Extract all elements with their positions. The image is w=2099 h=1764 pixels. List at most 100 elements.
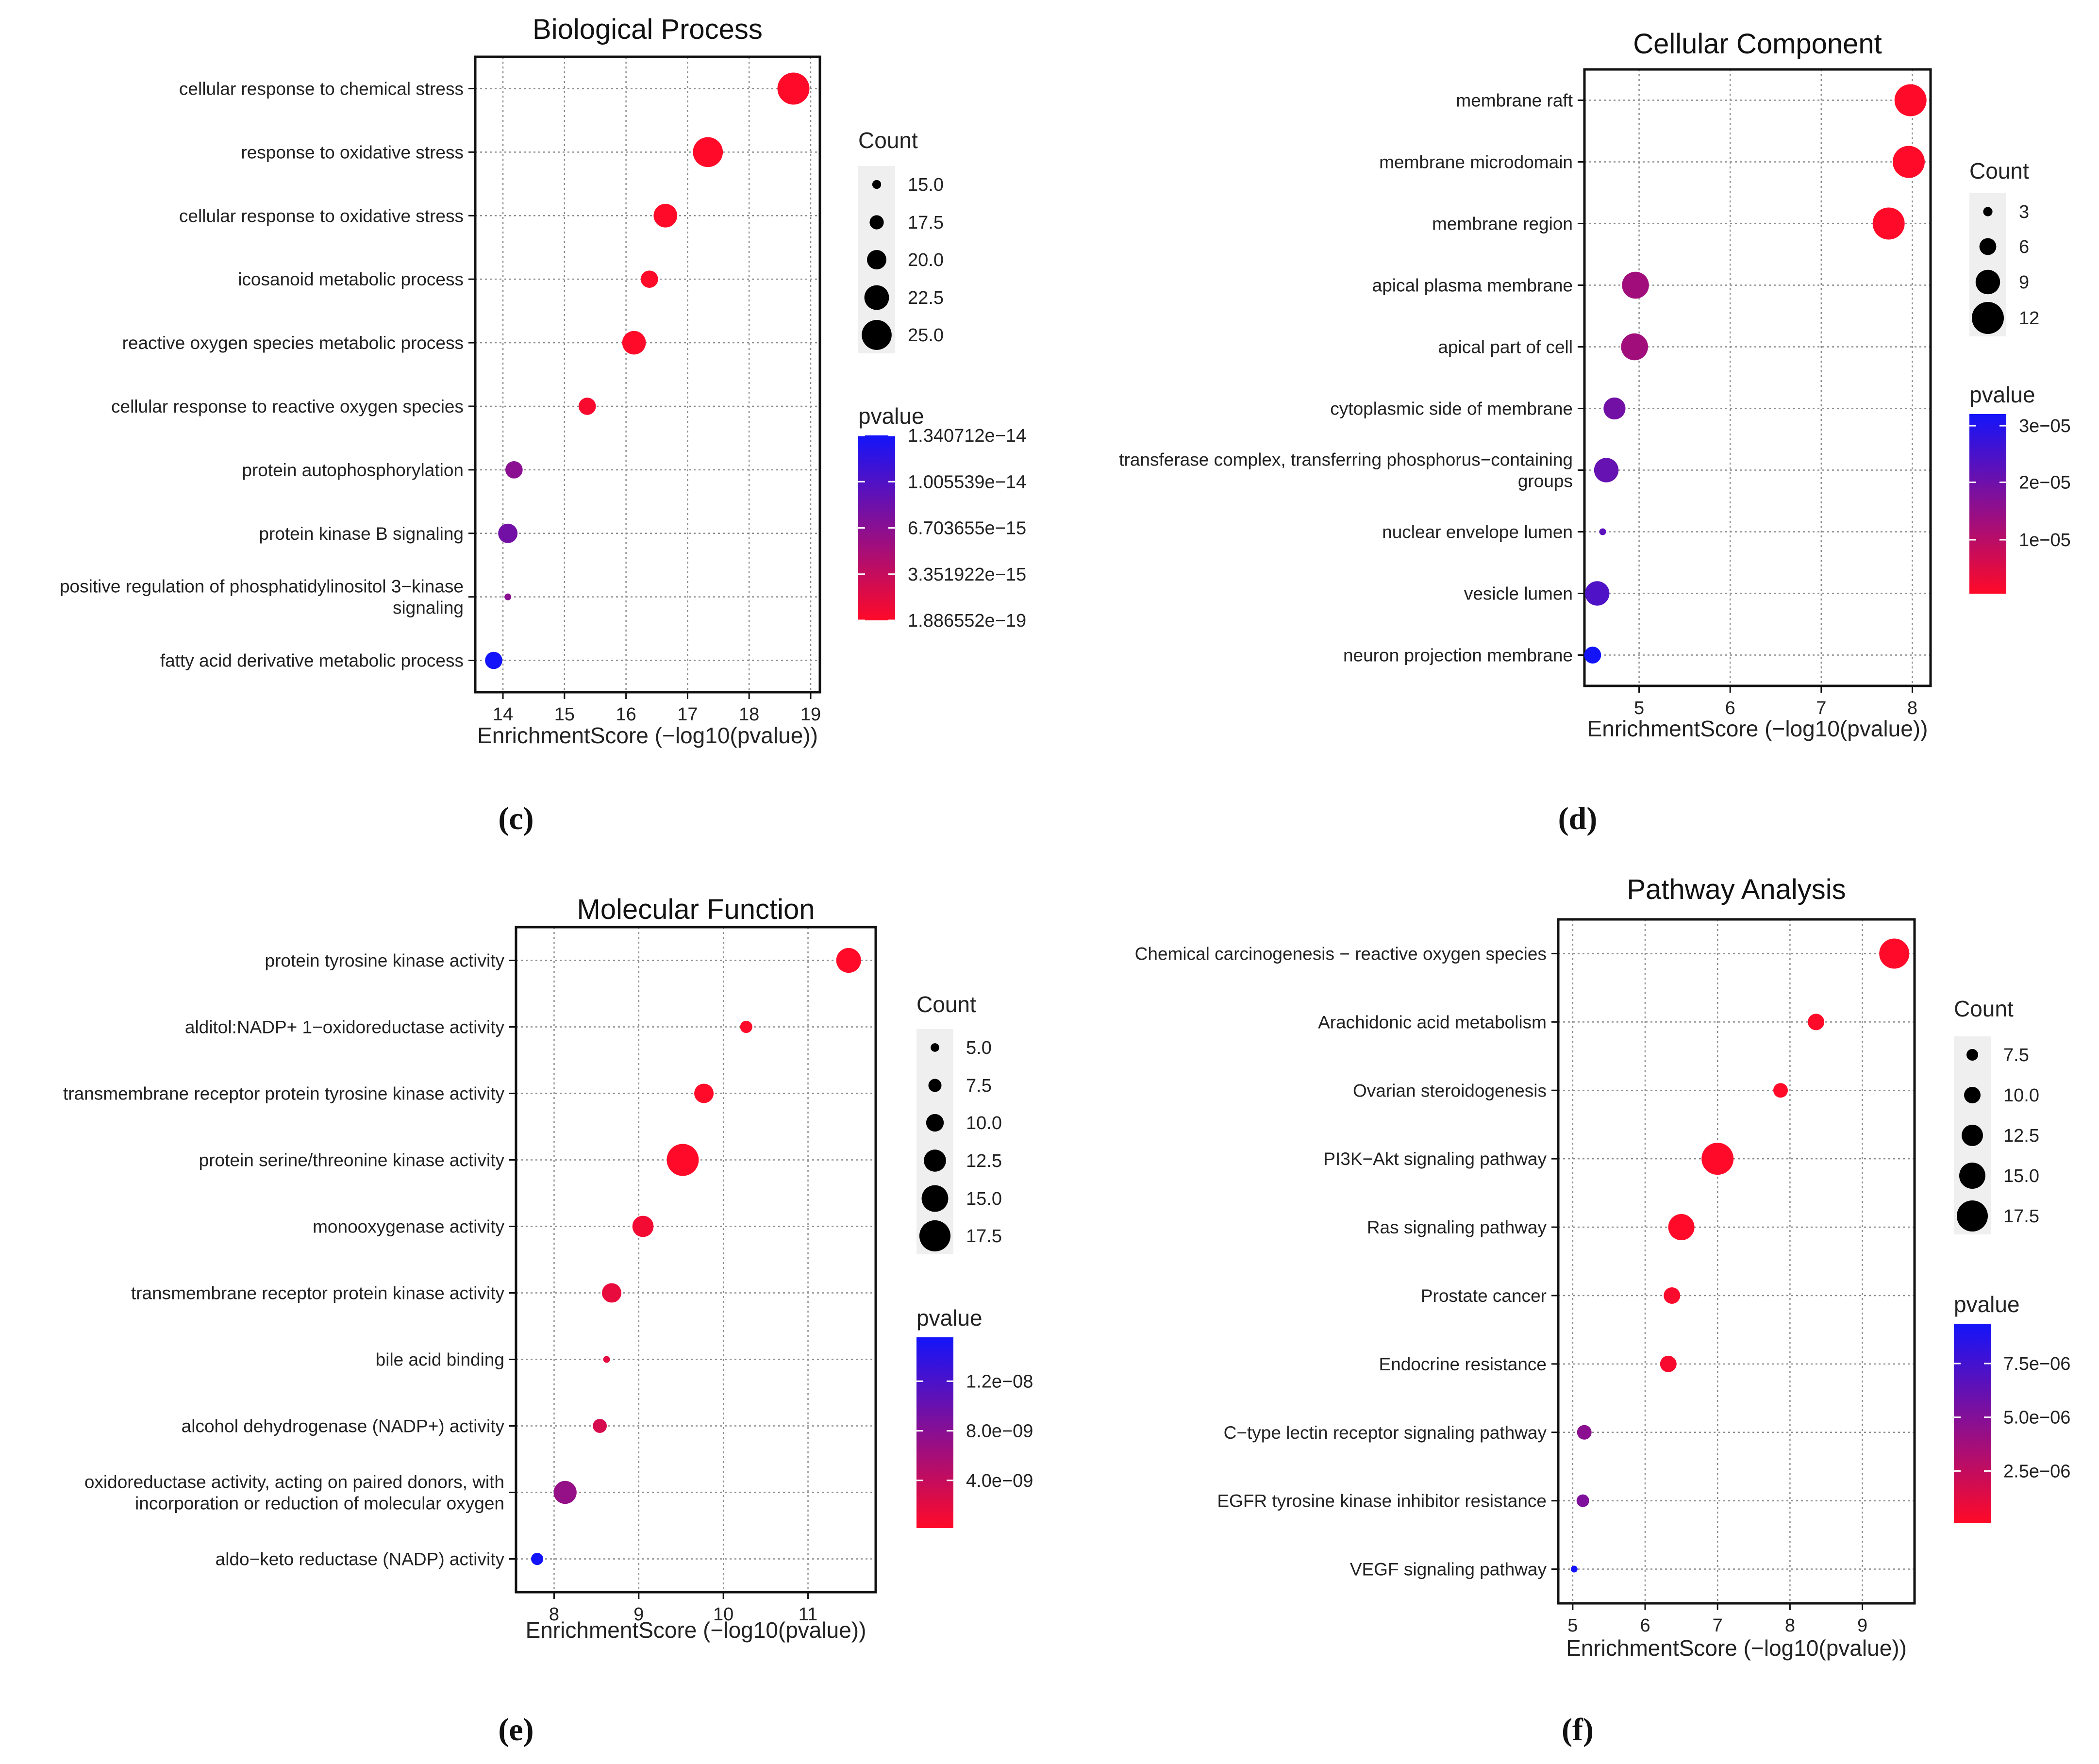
data-point xyxy=(1701,1143,1734,1175)
data-point xyxy=(640,270,658,288)
panel-4: Pathway Analysis Chemical carcinogenesis … xyxy=(1135,874,2071,1747)
data-point xyxy=(1621,333,1648,361)
x-tick-label: 8 xyxy=(1907,698,1917,718)
panel-label: (d) xyxy=(1558,801,1598,836)
count-legend-dot xyxy=(867,250,886,269)
panel-3: Molecular Function protein tyrosine kinas… xyxy=(63,894,1033,1747)
x-tick-label: 19 xyxy=(800,704,821,725)
x-tick-label: 10 xyxy=(713,1604,733,1625)
y-tick-label: alditol:NADP+ 1−oxidoreductase activity xyxy=(185,1017,505,1037)
data-point xyxy=(505,461,523,479)
data-point xyxy=(578,398,596,415)
count-legend-dot xyxy=(864,285,889,310)
count-legend-dot xyxy=(921,1185,949,1212)
y-tick-label: C−type lectin receptor signaling pathway xyxy=(1224,1423,1547,1443)
y-tick-label: aldo−keto reductase (NADP) activity xyxy=(216,1549,505,1569)
pvalue-legend-label: 3e−05 xyxy=(2019,416,2071,436)
y-tick-label: Prostate cancer xyxy=(1421,1286,1547,1306)
count-legend-title: Count xyxy=(1969,158,2029,183)
count-legend-title: Count xyxy=(858,128,918,153)
count-legend-label: 9 xyxy=(2019,272,2029,293)
y-tick-label: membrane microdomain xyxy=(1379,152,1573,172)
count-legend-title: Count xyxy=(916,992,976,1017)
x-axis-title: EnrichmentScore (−log10(pvalue)) xyxy=(1566,1635,1907,1661)
pvalue-legend-title: pvalue xyxy=(1969,382,2035,407)
pvalue-legend-label: 3.351922e−15 xyxy=(908,565,1026,585)
data-point xyxy=(1773,1083,1788,1098)
y-tick-label: bile acid binding xyxy=(376,1350,504,1370)
panel-1: Biological Process cellular response to c… xyxy=(60,14,1026,836)
count-legend-dot xyxy=(1957,1200,1988,1231)
pvalue-legend-label: 2.5e−06 xyxy=(2003,1461,2070,1481)
plot-frame xyxy=(515,926,877,1594)
x-tick-label: 5 xyxy=(1567,1615,1578,1636)
data-point xyxy=(1872,207,1905,240)
x-tick-label: 17 xyxy=(677,704,698,725)
data-point xyxy=(622,331,646,355)
panel-label: (f) xyxy=(1562,1712,1594,1747)
y-tick-label: cellular response to chemical stress xyxy=(179,79,464,99)
data-point xyxy=(1894,84,1927,116)
count-legend-label: 12.5 xyxy=(2003,1126,2039,1146)
x-axis-title: EnrichmentScore (−log10(pvalue)) xyxy=(526,1617,866,1643)
count-legend-title: Count xyxy=(1954,996,2014,1021)
y-tick-label: Arachidonic acid metabolism xyxy=(1318,1012,1547,1032)
y-tick-label: cellular response to reactive oxygen spe… xyxy=(111,397,464,416)
y-tick-label: reactive oxygen species metabolic proces… xyxy=(122,333,464,353)
y-tick-label: monooxygenase activity xyxy=(313,1217,504,1237)
count-legend-dot xyxy=(1975,269,2000,295)
count-legend-dot xyxy=(924,1149,946,1172)
y-tick-label: apical part of cell xyxy=(1438,337,1573,357)
count-legend-dot xyxy=(931,1043,939,1052)
y-tick-label: protein serine/threonine kinase activity xyxy=(199,1150,505,1170)
x-tick-label: 7 xyxy=(1713,1615,1723,1636)
y-tick-label: transmembrane receptor protein tyrosine … xyxy=(63,1084,504,1104)
data-point xyxy=(1585,581,1610,606)
y-tick-label: transmembrane receptor protein kinase ac… xyxy=(131,1283,505,1303)
y-tick-label: apical plasma membrane xyxy=(1372,276,1573,296)
pvalue-legend-label: 6.703655e−15 xyxy=(908,518,1026,539)
pvalue-legend-label: 1.886552e−19 xyxy=(908,611,1026,631)
pvalue-legend-label: 4.0e−09 xyxy=(966,1471,1033,1491)
data-point xyxy=(666,1144,699,1176)
data-point xyxy=(1879,938,1910,969)
y-tick-label: alcohol dehydrogenase (NADP+) activity xyxy=(182,1416,505,1436)
data-point xyxy=(836,948,861,973)
y-tick-label: protein tyrosine kinase activity xyxy=(265,951,504,971)
y-tick-label: fatty acid derivative metabolic process xyxy=(160,651,464,671)
data-point xyxy=(740,1020,752,1033)
count-legend-label: 17.5 xyxy=(908,213,944,233)
y-tick-label: transferase complex, transferring phosph… xyxy=(1119,450,1573,470)
y-tick-label: Endocrine resistance xyxy=(1379,1354,1547,1374)
data-point xyxy=(1594,458,1619,483)
y-tick-label: positive regulation of phosphatidylinosi… xyxy=(60,577,464,597)
data-point xyxy=(593,1419,607,1433)
x-tick-label: 8 xyxy=(1785,1615,1795,1636)
x-tick-label: 15 xyxy=(554,704,575,725)
data-point xyxy=(1668,1214,1695,1241)
pvalue-legend-label: 1.340712e−14 xyxy=(908,426,1026,446)
count-legend-dot xyxy=(919,1220,951,1252)
count-legend-label: 15.0 xyxy=(2003,1166,2039,1186)
count-legend-label: 12.5 xyxy=(966,1151,1002,1171)
count-legend-label: 10.0 xyxy=(2003,1085,2039,1106)
count-legend-label: 17.5 xyxy=(966,1226,1002,1247)
y-tick-label: nuclear envelope lumen xyxy=(1382,522,1573,542)
pvalue-legend-label: 1.005539e−14 xyxy=(908,472,1026,492)
data-point xyxy=(1892,146,1925,178)
count-legend-dot xyxy=(1972,302,2004,334)
y-tick-label: groups xyxy=(1518,471,1573,491)
count-legend-dot xyxy=(1966,1049,1978,1061)
count-legend-label: 15.0 xyxy=(908,175,944,195)
panel-label: (c) xyxy=(498,801,533,836)
x-axis-title: EnrichmentScore (−log10(pvalue)) xyxy=(1587,716,1928,741)
data-point xyxy=(1576,1494,1589,1507)
count-legend-dot xyxy=(869,215,884,230)
pvalue-legend-title: pvalue xyxy=(916,1305,983,1331)
y-tick-label: oxidoreductase activity, acting on paire… xyxy=(84,1472,504,1492)
count-legend-dot xyxy=(1983,207,1993,216)
count-legend-label: 22.5 xyxy=(908,288,944,308)
data-point xyxy=(1664,1287,1681,1304)
count-legend-label: 10.0 xyxy=(966,1113,1002,1133)
chart-title: Cellular Component xyxy=(1633,28,1882,60)
